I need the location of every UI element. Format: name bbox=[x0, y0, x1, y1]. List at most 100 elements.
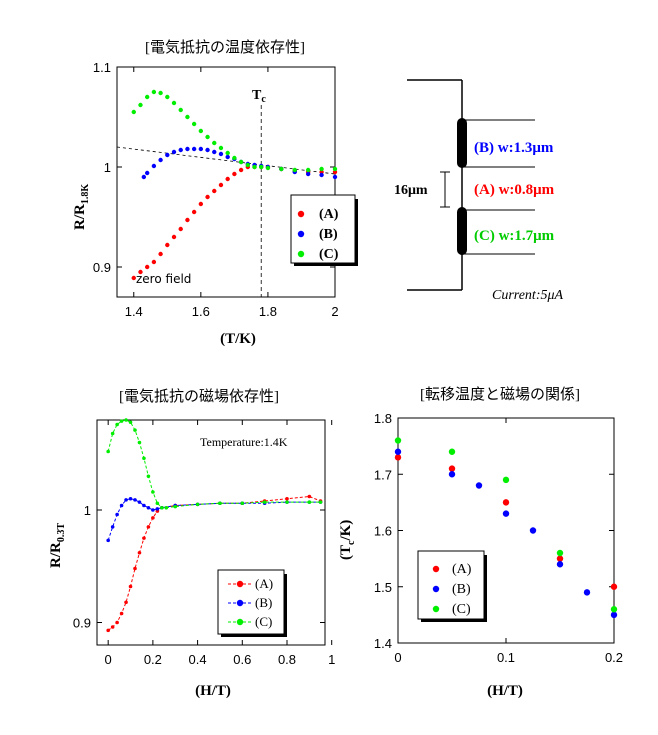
label-a: (A) w:0.8μm bbox=[474, 182, 555, 198]
chart1-title: [電気抵抗の温度依存性] bbox=[145, 39, 305, 56]
data-point bbox=[212, 188, 217, 194]
data-point bbox=[583, 589, 591, 596]
series-line-2 bbox=[107, 419, 321, 509]
data-point bbox=[259, 164, 264, 170]
chart3-title: [転移温度と磁場の関係] bbox=[420, 386, 580, 403]
data-point bbox=[173, 504, 178, 509]
series-line-1 bbox=[107, 498, 321, 541]
legend-marker bbox=[297, 230, 305, 238]
data-point bbox=[285, 496, 289, 501]
temperature-chart: [電気抵抗の温度依存性] 1.4 1.6 1.8 2 0.9 1 1.1 (T/K) R/R… bbox=[72, 39, 358, 347]
legend-marker bbox=[236, 580, 244, 588]
data-point bbox=[218, 145, 224, 151]
data-point bbox=[151, 516, 155, 520]
x-tick-label: 0.6 bbox=[233, 652, 251, 667]
data-point bbox=[238, 159, 244, 165]
data-point bbox=[165, 94, 170, 100]
x-tick-label: 0 bbox=[105, 652, 112, 667]
data-point bbox=[198, 128, 204, 134]
data-point bbox=[124, 498, 128, 502]
data-point bbox=[212, 140, 217, 146]
data-point bbox=[128, 420, 133, 425]
legend-marker bbox=[432, 585, 440, 593]
x-tick-label: 1.8 bbox=[259, 304, 277, 319]
data-point bbox=[185, 217, 190, 223]
data-point bbox=[119, 419, 124, 423]
data-point bbox=[502, 510, 510, 517]
data-point bbox=[319, 172, 324, 178]
data-point bbox=[225, 176, 230, 182]
data-point bbox=[319, 166, 324, 172]
y-tick-label: 1.8 bbox=[374, 411, 392, 426]
data-point bbox=[115, 422, 119, 427]
data-point bbox=[238, 167, 244, 173]
data-point bbox=[124, 600, 128, 605]
data-point bbox=[529, 527, 537, 534]
data-point bbox=[191, 121, 197, 127]
data-point bbox=[146, 505, 151, 510]
data-point bbox=[285, 500, 289, 504]
data-point bbox=[141, 174, 147, 180]
data-point bbox=[144, 264, 150, 270]
data-point bbox=[171, 234, 177, 240]
x-tick-label: 0.1 bbox=[497, 650, 515, 665]
data-point bbox=[119, 503, 124, 508]
dashed-reference-line bbox=[116, 146, 336, 175]
chart2-ylabel: R/R0.3T bbox=[48, 523, 67, 568]
legend-label: (C) bbox=[319, 247, 339, 262]
data-point bbox=[205, 194, 210, 200]
data-point bbox=[131, 109, 136, 115]
field-chart: [電気抵抗の磁場依存性] 0 0.2 0.4 0.6 0.8 1 0.9 1 (H/T) R/… bbox=[48, 388, 335, 699]
data-point bbox=[131, 275, 136, 281]
data-point bbox=[212, 149, 217, 155]
data-point bbox=[158, 90, 163, 96]
data-point bbox=[115, 512, 119, 517]
chart2-frame bbox=[96, 419, 326, 646]
data-point bbox=[610, 606, 618, 613]
data-point bbox=[110, 625, 115, 629]
svg-text:R/R0.3T: R/R0.3T bbox=[48, 523, 67, 568]
chart3-ticks: 0 0.1 0.2 1.4 1.5 1.6 1.7 1.8 bbox=[374, 411, 623, 665]
x-tick-label: 0.2 bbox=[605, 650, 623, 665]
legend-label: (A) bbox=[452, 562, 472, 577]
chart3-xlabel: (H/T) bbox=[487, 683, 523, 699]
data-point bbox=[178, 226, 183, 232]
data-point bbox=[106, 628, 110, 633]
chart2-title: [電気抵抗の磁場依存性] bbox=[119, 388, 279, 405]
legend-marker bbox=[432, 605, 440, 613]
data-point bbox=[610, 583, 618, 590]
data-point bbox=[165, 152, 170, 158]
data-point bbox=[448, 465, 456, 472]
legend-label: (A) bbox=[255, 576, 273, 591]
data-point bbox=[218, 182, 224, 188]
data-point bbox=[110, 431, 115, 436]
data-point bbox=[394, 437, 402, 444]
data-point bbox=[305, 171, 311, 177]
y-tick-label: 1.4 bbox=[374, 636, 392, 651]
y-tick-label: 1 bbox=[104, 160, 111, 175]
legend-marker bbox=[297, 250, 305, 258]
data-point bbox=[448, 471, 456, 478]
data-point bbox=[225, 154, 230, 160]
data-point bbox=[178, 147, 183, 153]
data-point bbox=[318, 500, 323, 504]
data-point bbox=[144, 94, 150, 100]
data-point bbox=[265, 165, 271, 171]
data-point bbox=[142, 456, 146, 461]
data-point bbox=[218, 151, 224, 157]
data-point bbox=[144, 170, 150, 176]
chart2-xlabel: (H/T) bbox=[195, 683, 231, 699]
chart1-marks bbox=[116, 89, 338, 297]
chart1-ylabel: R/R1.8K bbox=[72, 184, 91, 230]
chart3-legend bbox=[417, 550, 485, 620]
data-point bbox=[158, 157, 163, 163]
data-point bbox=[185, 146, 190, 152]
data-point bbox=[232, 155, 237, 161]
data-point bbox=[110, 525, 115, 529]
current-label: Current:5μA bbox=[492, 288, 564, 303]
data-point bbox=[151, 259, 157, 265]
data-point bbox=[151, 508, 155, 512]
chart2-legend-items: (A) (B) (C) bbox=[228, 576, 273, 629]
x-tick-label: 0.8 bbox=[278, 652, 296, 667]
data-point bbox=[279, 166, 284, 172]
